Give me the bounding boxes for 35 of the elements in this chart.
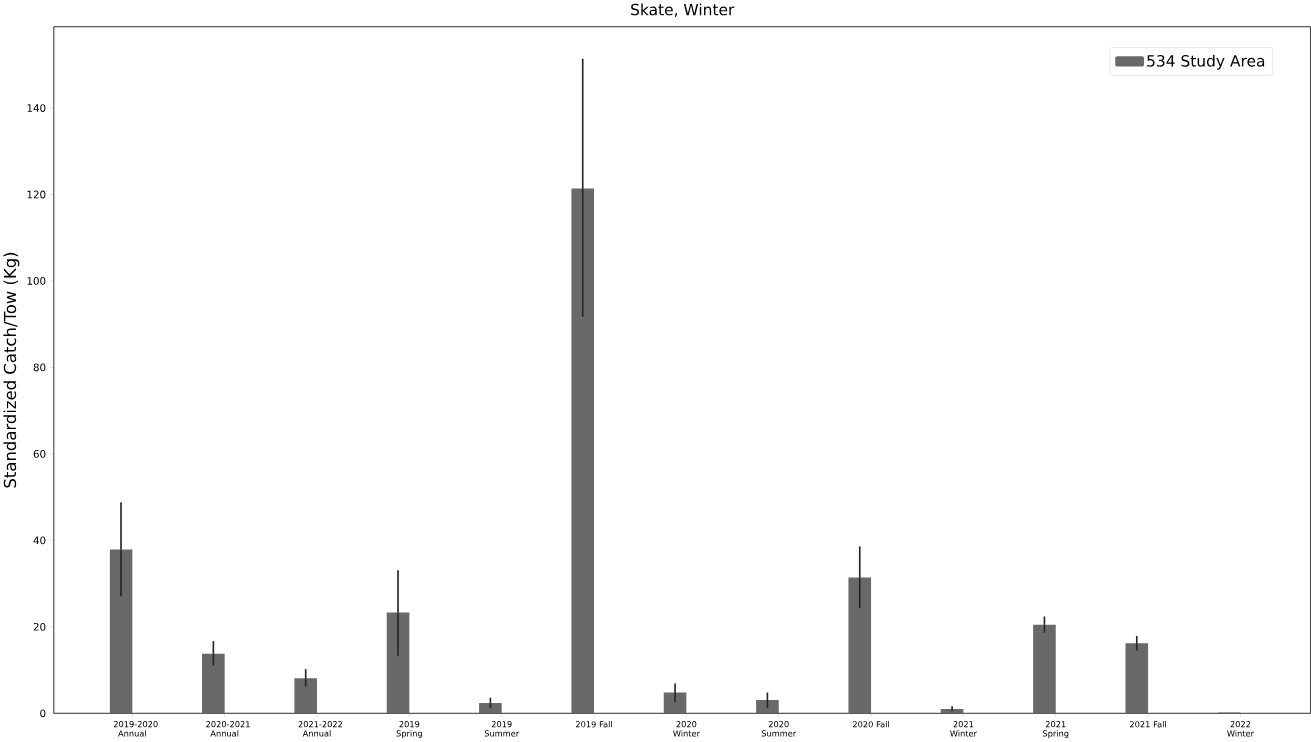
x-tick-label: 2021 Fall bbox=[1130, 721, 1166, 728]
x-tick-label: 2019 Spring bbox=[396, 721, 422, 739]
x-tick-label: 2020-2021 Annual bbox=[206, 721, 250, 737]
y-tick-label: 140 bbox=[27, 104, 46, 113]
x-tick-label: 2021-2022 Annual bbox=[298, 721, 343, 737]
y-tick-label: 0 bbox=[40, 709, 46, 718]
x-tick-label: 2020 Summer bbox=[761, 721, 797, 737]
legend-label: 534 Study Area bbox=[1147, 54, 1265, 70]
x-tick-label: 2019-2020 Annual bbox=[113, 721, 158, 737]
bar bbox=[386, 612, 410, 714]
bar bbox=[109, 549, 133, 714]
bar bbox=[756, 700, 779, 714]
bar bbox=[571, 188, 595, 714]
y-tick-label: 100 bbox=[27, 277, 46, 286]
bar bbox=[1125, 643, 1149, 714]
bar bbox=[202, 653, 225, 714]
chart-title: Skate, Winter bbox=[631, 3, 735, 18]
x-tick-label: 2022 Winter bbox=[1227, 721, 1255, 737]
bar bbox=[294, 678, 318, 714]
bar bbox=[848, 577, 872, 714]
y-tick-label: 40 bbox=[33, 536, 46, 545]
y-axis-title: Standardized Catch/Tow (Kg) bbox=[3, 253, 20, 488]
x-tick-label: 2021 Spring bbox=[1043, 721, 1069, 739]
y-tick-label: 20 bbox=[33, 623, 46, 631]
x-tick-label: 2019 Summer bbox=[484, 721, 520, 737]
y-tick-label: 60 bbox=[33, 450, 46, 458]
y-tick-label: 120 bbox=[27, 190, 46, 199]
x-tick-label: 2020 Winter bbox=[673, 721, 700, 737]
x-tick-label: 2019 Fall bbox=[575, 721, 612, 728]
x-tick-label: 2020 Fall bbox=[853, 721, 889, 728]
bar bbox=[1033, 624, 1056, 714]
x-tick-label: 2021 Winter bbox=[950, 721, 977, 737]
bar bbox=[663, 692, 687, 714]
y-tick-label: 80 bbox=[33, 363, 46, 372]
bar bbox=[479, 703, 502, 714]
